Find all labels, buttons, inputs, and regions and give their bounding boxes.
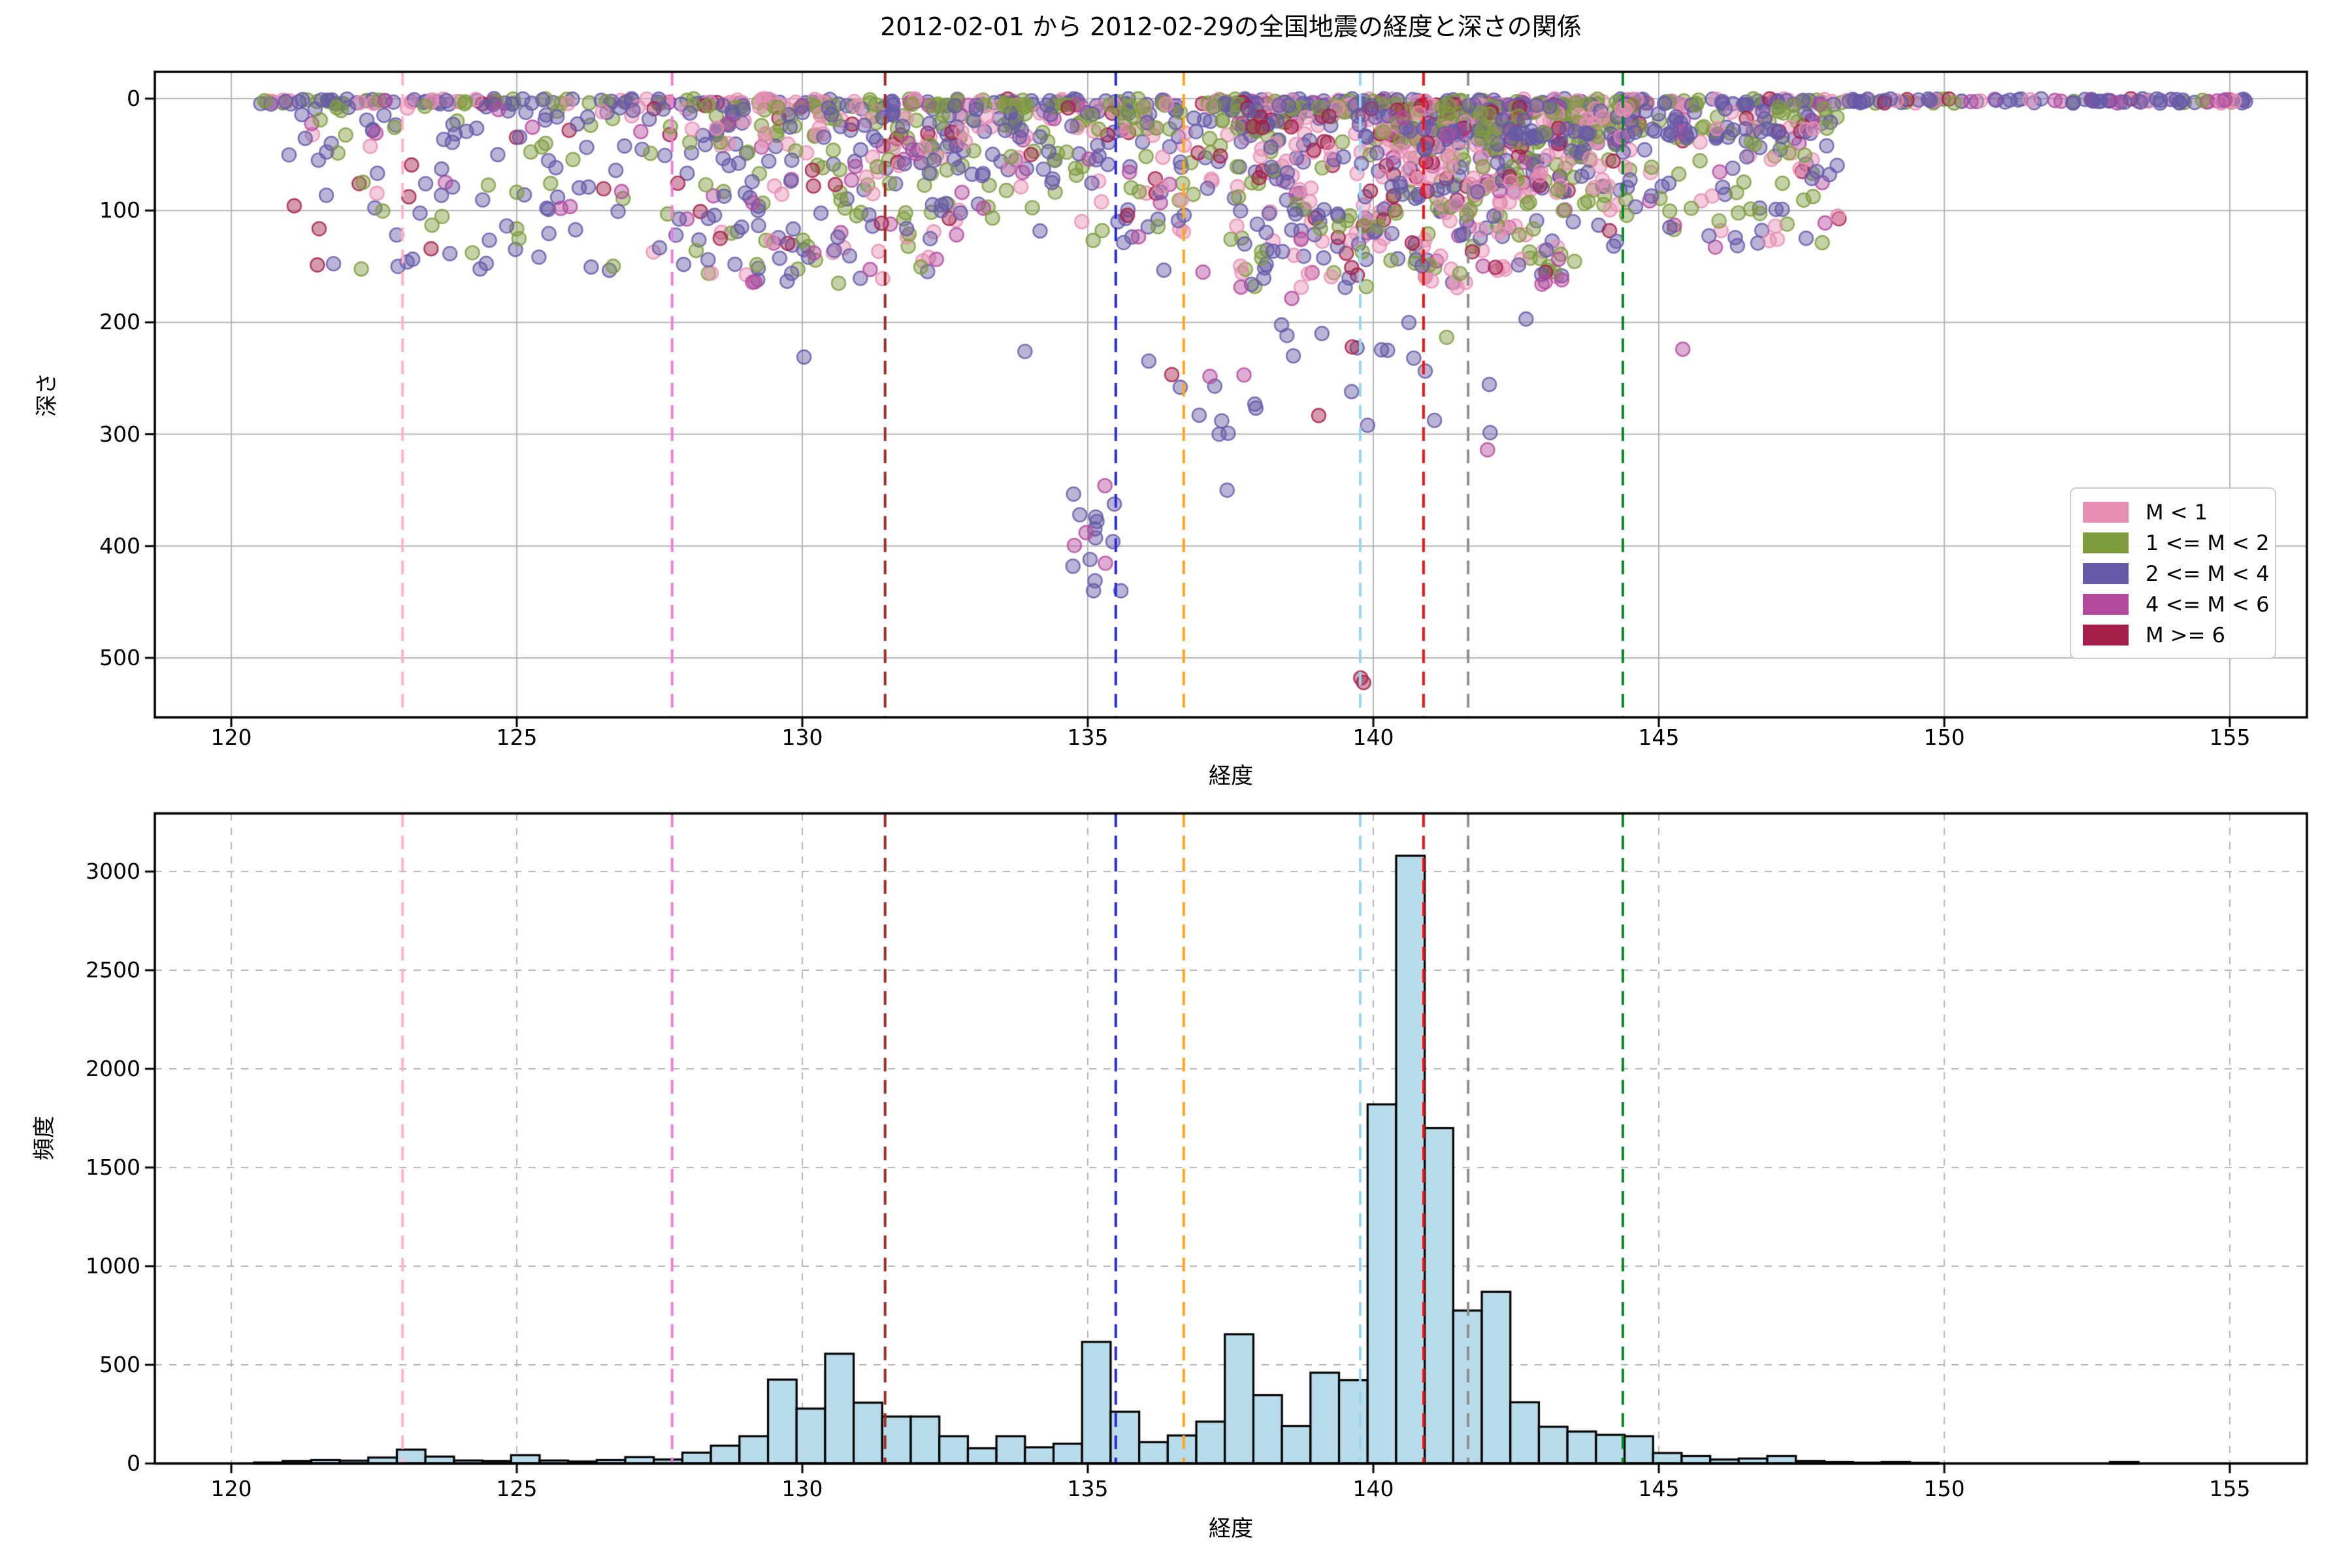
legend-color-swatch: [2083, 593, 2129, 615]
hist-x-tick-label: 145: [1638, 1476, 1680, 1501]
legend-item: 4 <= M < 6: [2083, 589, 2269, 619]
scatter-y-tick-label: 300: [99, 421, 140, 447]
legend-item: M < 1: [2083, 497, 2263, 527]
hist-x-tick-label: 135: [1067, 1476, 1109, 1501]
hist-y-tick-label: 500: [99, 1352, 140, 1377]
scatter-x-tick-label: 150: [1923, 725, 1965, 750]
hist-x-tick-label: 125: [496, 1476, 538, 1501]
scatter-x-tick-label: 140: [1352, 725, 1394, 750]
hist-y-tick-label: 0: [127, 1450, 140, 1476]
scatter-x-tick-label: 125: [496, 725, 538, 750]
legend-item: 1 <= M < 2: [2083, 527, 2269, 558]
legend-color-swatch: [2083, 532, 2129, 553]
figure-title: 2012-02-01 から 2012-02-29の全国地震の経度と深さの関係: [880, 12, 1582, 41]
scatter-x-tick-label: 145: [1638, 725, 1680, 750]
scatter-y-tick-label: 100: [99, 197, 140, 223]
scatter-x-tick-label: 135: [1067, 725, 1109, 750]
legend: M < 1 1 <= M < 2 2 <= M < 4 4 <= M < 6 M >= …: [2070, 487, 2276, 659]
legend-item-label: 4 <= M < 6: [2146, 591, 2270, 617]
legend-item-label: M < 1: [2146, 499, 2208, 525]
hist-x-tick-label: 130: [781, 1476, 823, 1501]
hist-x-tick-label: 155: [2209, 1476, 2251, 1501]
scatter-y-tick-label: 0: [127, 86, 140, 111]
hist-xlabel: 経度: [1209, 1516, 1253, 1542]
hist-y-tick-label: 1500: [86, 1154, 140, 1180]
legend-item: 2 <= M < 4: [2083, 558, 2269, 589]
legend-color-swatch: [2083, 624, 2129, 645]
scatter-y-tick-label: 500: [99, 645, 140, 670]
legend-color-swatch: [2083, 563, 2129, 584]
hist-x-tick-label: 150: [1923, 1476, 1965, 1501]
scatter-y-tick-label: 200: [99, 309, 140, 335]
legend-item-label: 2 <= M < 4: [2146, 561, 2270, 586]
hist-y-tick-label: 2000: [86, 1056, 140, 1081]
scatter-x-tick-label: 130: [781, 725, 823, 750]
scatter-xlabel: 経度: [1209, 763, 1253, 789]
legend-item: M >= 6: [2083, 619, 2263, 650]
scatter-ylabel: 深さ: [34, 372, 60, 417]
hist-y-tick-label: 2500: [86, 957, 140, 983]
legend-item-label: 1 <= M < 2: [2146, 530, 2270, 555]
hist-ylabel: 頻度: [31, 1116, 57, 1160]
legend-item-label: M >= 6: [2146, 622, 2225, 647]
scatter-y-tick-label: 400: [99, 532, 140, 559]
scatter-x-tick-label: 120: [210, 725, 252, 750]
hist-y-tick-label: 3000: [86, 858, 140, 884]
hist-x-tick-label: 120: [210, 1476, 252, 1501]
hist-y-tick-label: 1000: [86, 1253, 140, 1279]
legend-color-swatch: [2083, 501, 2129, 523]
hist-x-tick-label: 140: [1352, 1476, 1394, 1501]
scatter-x-tick-label: 155: [2209, 725, 2251, 750]
